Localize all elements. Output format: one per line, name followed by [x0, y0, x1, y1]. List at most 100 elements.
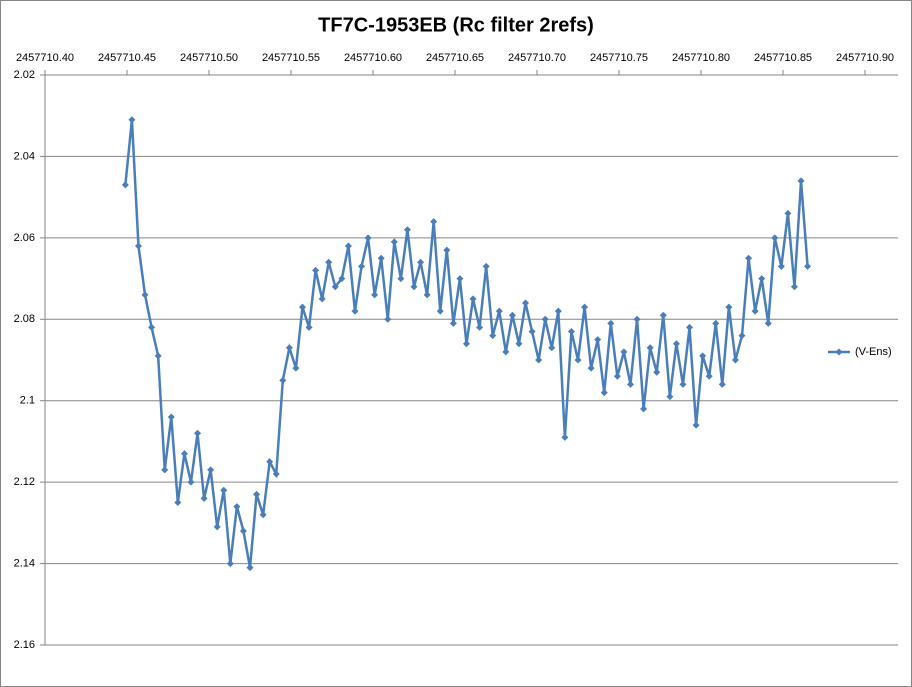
legend-label: (V-Ens)	[855, 346, 892, 358]
data-marker	[790, 283, 798, 291]
data-marker	[417, 258, 425, 266]
data-marker	[134, 242, 142, 250]
data-marker	[305, 323, 313, 331]
data-marker	[161, 466, 169, 474]
data-marker	[279, 376, 287, 384]
data-marker	[351, 307, 359, 315]
data-marker	[659, 311, 667, 319]
data-marker	[567, 328, 575, 335]
data-marker	[462, 340, 470, 348]
x-tick-label: 2457710.40	[16, 52, 74, 64]
data-marker	[672, 340, 680, 348]
data-marker	[141, 291, 149, 299]
data-marker	[489, 332, 497, 340]
data-marker	[751, 307, 759, 315]
data-marker	[266, 458, 274, 466]
data-marker	[738, 332, 746, 340]
data-marker	[180, 450, 188, 458]
data-marker	[764, 319, 772, 327]
x-tick-label: 2457710.60	[344, 52, 402, 64]
data-marker	[554, 307, 562, 315]
data-marker	[410, 283, 418, 291]
data-marker	[731, 356, 739, 364]
x-tick-label: 2457710.75	[590, 52, 648, 64]
x-tick-label: 2457710.80	[672, 52, 730, 64]
data-marker	[548, 344, 556, 352]
data-marker	[640, 405, 648, 413]
data-marker	[358, 262, 366, 270]
y-tick-label: 2.16	[14, 639, 35, 651]
data-marker	[528, 328, 536, 335]
data-marker	[758, 275, 766, 283]
data-marker	[384, 315, 392, 323]
data-marker	[718, 380, 726, 388]
data-marker	[364, 234, 372, 242]
y-tick-label: 2.02	[14, 69, 35, 81]
data-marker	[804, 262, 812, 270]
data-marker	[325, 258, 333, 266]
data-marker	[318, 295, 326, 303]
y-tick-label: 2.04	[14, 150, 35, 162]
data-marker	[699, 352, 707, 360]
data-marker	[692, 421, 700, 429]
data-marker	[338, 275, 346, 283]
data-marker	[200, 494, 208, 502]
data-marker	[745, 254, 753, 262]
data-marker	[292, 364, 300, 372]
y-tick-label: 2.06	[14, 232, 35, 244]
data-marker	[600, 389, 608, 397]
data-marker	[613, 372, 621, 380]
data-marker	[390, 238, 398, 246]
data-marker	[476, 323, 484, 331]
data-marker	[220, 486, 228, 494]
data-marker	[686, 323, 694, 331]
data-marker	[246, 564, 254, 572]
data-marker	[194, 429, 202, 437]
data-marker	[581, 303, 589, 311]
data-marker	[154, 352, 162, 360]
data-marker	[207, 466, 215, 474]
data-marker	[430, 218, 438, 226]
data-marker	[259, 511, 267, 519]
data-marker	[626, 380, 634, 388]
data-marker	[633, 315, 641, 323]
x-tick-label: 2457710.70	[508, 52, 566, 64]
data-marker	[456, 275, 464, 283]
data-marker	[482, 262, 490, 270]
data-marker	[213, 523, 221, 531]
data-marker	[653, 368, 661, 376]
data-marker	[522, 299, 530, 307]
data-marker	[148, 323, 156, 331]
data-marker	[574, 356, 582, 364]
data-marker	[403, 226, 411, 234]
data-marker	[784, 209, 792, 217]
data-marker	[587, 364, 595, 372]
data-marker	[541, 315, 549, 323]
x-tick-label: 2457710.45	[98, 52, 156, 64]
data-marker	[515, 340, 523, 348]
data-marker	[371, 291, 379, 299]
data-marker	[272, 470, 280, 478]
x-tick-label: 2457710.90	[836, 52, 894, 64]
x-tick-label: 2457710.55	[262, 52, 320, 64]
data-marker	[233, 503, 241, 511]
data-marker	[128, 116, 136, 124]
data-marker	[239, 527, 247, 535]
data-marker	[377, 254, 385, 262]
y-tick-label: 2.1	[20, 395, 35, 407]
data-marker	[797, 177, 805, 185]
data-marker	[285, 344, 293, 352]
legend-marker	[835, 348, 843, 356]
data-marker	[607, 319, 615, 327]
y-tick-label: 2.12	[14, 476, 35, 488]
data-marker	[502, 348, 510, 356]
data-marker	[594, 336, 602, 344]
data-marker	[679, 380, 687, 388]
data-marker	[449, 319, 457, 327]
x-tick-label: 2457710.50	[180, 52, 238, 64]
data-marker	[226, 560, 234, 568]
x-tick-label: 2457710.65	[426, 52, 484, 64]
data-marker	[508, 311, 516, 319]
